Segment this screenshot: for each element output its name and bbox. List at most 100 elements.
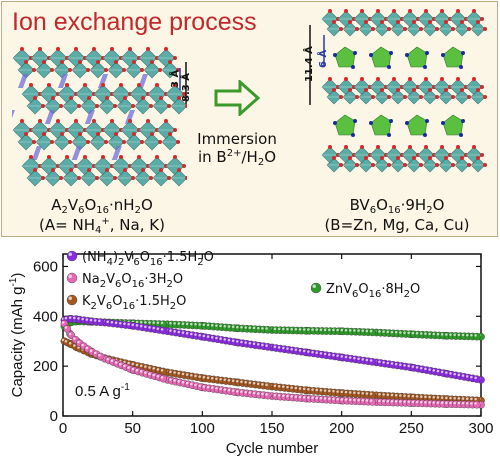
- current-density-annotation: 0.5 A g-1: [75, 382, 130, 400]
- left-formula: A2V6O16·nH2O: [51, 196, 153, 216]
- right-crystal-structure: [309, 9, 487, 173]
- vo6-polyhedron: [170, 96, 187, 115]
- vo6-polyhedron: [120, 119, 141, 140]
- vo6-polyhedron: [353, 77, 372, 96]
- vo6-polyhedron: [44, 168, 63, 187]
- interpolated-point: [368, 398, 377, 406]
- zn-hydrate-polyhedron: [369, 46, 393, 69]
- vo6-polyhedron: [98, 96, 117, 115]
- interlayer-ion: [17, 74, 29, 88]
- zn-hydrate-polyhedron: [441, 46, 465, 69]
- interpolated-point: [368, 358, 377, 366]
- vo6-polyhedron: [44, 96, 63, 115]
- process-line1: Immersion: [197, 130, 277, 148]
- x-tick-label: 100: [190, 420, 215, 437]
- interpolated-point: [159, 326, 168, 335]
- vo6-polyhedron: [454, 88, 471, 105]
- vo6-polyhedron: [358, 156, 375, 173]
- x-tick-label: 50: [124, 420, 141, 437]
- interlayer-ion: [97, 74, 109, 88]
- vo6-polyhedron: [417, 145, 436, 164]
- interpolated-point: [264, 326, 272, 334]
- interpolated-point: [159, 367, 168, 376]
- vo6-polyhedron: [161, 60, 180, 79]
- interpolated-point: [264, 382, 272, 390]
- left-crystal-structure: [12, 47, 187, 187]
- vo6-polyhedron: [75, 83, 96, 104]
- vo6-polyhedron: [321, 145, 340, 164]
- vo6-polyhedron: [358, 88, 375, 105]
- vo6-polyhedron: [35, 60, 54, 79]
- vo6-polyhedron: [385, 77, 404, 96]
- vo6-polyhedron: [26, 96, 45, 115]
- vo6-polyhedron: [39, 83, 60, 104]
- x-tick-label: 0: [59, 420, 67, 437]
- interpolated-point: [368, 328, 377, 337]
- vo6-polyhedron: [120, 47, 141, 68]
- vo6-polyhedron: [385, 9, 404, 28]
- vo6-polyhedron: [66, 47, 87, 68]
- x-tick-label: 150: [259, 420, 284, 437]
- vo6-polyhedron: [342, 88, 359, 105]
- vo6-polyhedron: [337, 145, 356, 164]
- vo6-polyhedron: [62, 168, 81, 187]
- vo6-polyhedron: [369, 145, 388, 164]
- interlayer-ion: [124, 110, 135, 124]
- vo6-polyhedron: [156, 119, 177, 140]
- vo6-polyhedron: [152, 168, 171, 187]
- series-3: [60, 317, 485, 341]
- vo6-polyhedron: [374, 20, 391, 37]
- vo6-polyhedron: [48, 119, 69, 140]
- interpolated-point: [264, 391, 272, 400]
- interpolated-point: [63, 324, 71, 333]
- series-0: [60, 315, 485, 384]
- vo6-polyhedron: [417, 9, 436, 28]
- vo6-polyhedron: [84, 47, 105, 68]
- vo6-polyhedron: [53, 132, 72, 151]
- vo6-polyhedron: [417, 77, 436, 96]
- vo6-polyhedron: [433, 9, 452, 28]
- vo6-polyhedron: [116, 168, 135, 187]
- vo6-polyhedron: [39, 155, 60, 176]
- arrow-icon: [214, 80, 261, 116]
- x-tick-label: 300: [468, 420, 493, 437]
- vo6-polyhedron: [62, 96, 81, 115]
- interpolated-point: [159, 320, 168, 328]
- vo6-polyhedron: [93, 83, 114, 104]
- vo6-polyhedron: [138, 47, 159, 68]
- vo6-polyhedron: [125, 60, 144, 79]
- vo6-polyhedron: [369, 77, 388, 96]
- vo6-polyhedron: [138, 119, 159, 140]
- interpolated-point: [264, 343, 272, 351]
- vo6-polyhedron: [449, 77, 468, 96]
- vo6-polyhedron: [401, 145, 420, 164]
- vo6-polyhedron: [337, 77, 356, 96]
- vo6-polyhedron: [390, 156, 407, 173]
- vo6-polyhedron: [147, 83, 168, 104]
- vo6-polyhedron: [390, 20, 407, 37]
- zn-hydrate-polyhedron: [369, 114, 393, 137]
- zn-hydrate-polyhedron: [333, 46, 357, 69]
- vo6-polyhedron: [26, 168, 45, 187]
- vo6-polyhedron: [12, 119, 33, 140]
- interpolated-point: [126, 364, 134, 373]
- vo6-polyhedron: [161, 132, 180, 151]
- vo6-polyhedron: [30, 47, 51, 68]
- y-tick-label: 200: [33, 358, 58, 375]
- vo6-polyhedron: [374, 88, 391, 105]
- interpolated-point: [473, 375, 481, 383]
- right-formula: BV6O16·9H2O: [349, 196, 445, 216]
- vo6-polyhedron: [454, 20, 471, 37]
- series-1: [60, 319, 485, 409]
- dim-large-right: 11.4 Å: [304, 46, 315, 82]
- vo6-polyhedron: [134, 168, 153, 187]
- y-tick-label: 0: [50, 408, 58, 425]
- interlayer-ion: [44, 110, 55, 124]
- zn-hydrate-polyhedron: [441, 114, 465, 137]
- vo6-polyhedron: [326, 156, 343, 173]
- legend-marker: [66, 294, 78, 306]
- vo6-polyhedron: [116, 96, 135, 115]
- vo6-polyhedron: [21, 155, 42, 176]
- y-axis-title: Capacity (mAh g-1): [8, 273, 26, 398]
- vo6-polyhedron: [321, 9, 340, 28]
